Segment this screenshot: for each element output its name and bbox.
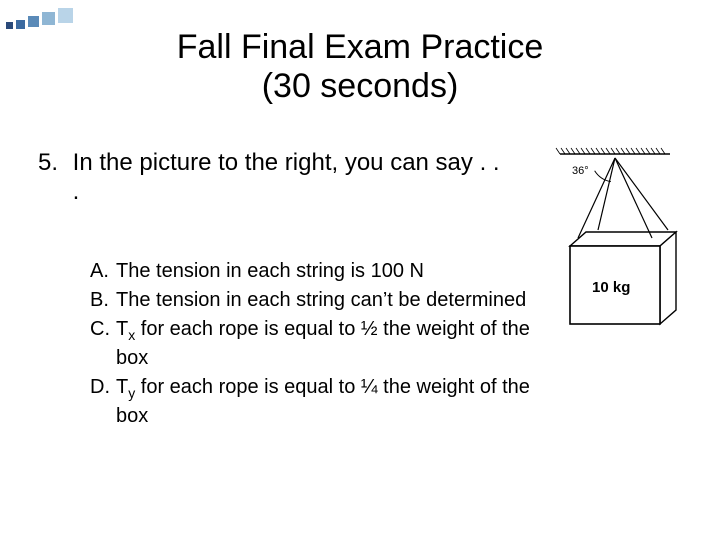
question-number: 5. <box>38 148 66 177</box>
option-letter: B. <box>90 287 116 314</box>
option-letter: D. <box>90 374 116 430</box>
svg-text:36°: 36° <box>572 165 589 177</box>
box-diagram: 36° 10 kg <box>540 146 690 346</box>
option-text: Tx for each rope is equal to ½ the weigh… <box>116 316 540 372</box>
question: 5. In the picture to the right, you can … <box>38 148 528 207</box>
svg-text:10 kg: 10 kg <box>592 279 630 296</box>
title-block: Fall Final Exam Practice (30 seconds) <box>0 28 720 106</box>
option: A.The tension in each string is 100 N <box>90 258 540 285</box>
title-line-1: Fall Final Exam Practice <box>0 28 720 67</box>
option-text: The tension in each string is 100 N <box>116 258 540 285</box>
question-text: In the picture to the right, you can say… <box>73 148 513 207</box>
decor-square <box>42 12 55 25</box>
option-letter: C. <box>90 316 116 372</box>
option-letter: A. <box>90 258 116 285</box>
option: B.The tension in each string can’t be de… <box>90 287 540 314</box>
option: C.Tx for each rope is equal to ½ the wei… <box>90 316 540 372</box>
option: D.Ty for each rope is equal to ¼ the wei… <box>90 374 540 430</box>
option-text: Ty for each rope is equal to ¼ the weigh… <box>116 374 540 430</box>
decor-square <box>28 16 39 27</box>
title-line-2: (30 seconds) <box>0 67 720 106</box>
decor-square <box>58 8 73 23</box>
diagram-svg: 36° 10 kg <box>540 146 690 346</box>
option-text: The tension in each string can’t be dete… <box>116 287 540 314</box>
options-list: A.The tension in each string is 100 NB.T… <box>90 258 540 432</box>
slide: Fall Final Exam Practice (30 seconds) 5.… <box>0 0 720 540</box>
